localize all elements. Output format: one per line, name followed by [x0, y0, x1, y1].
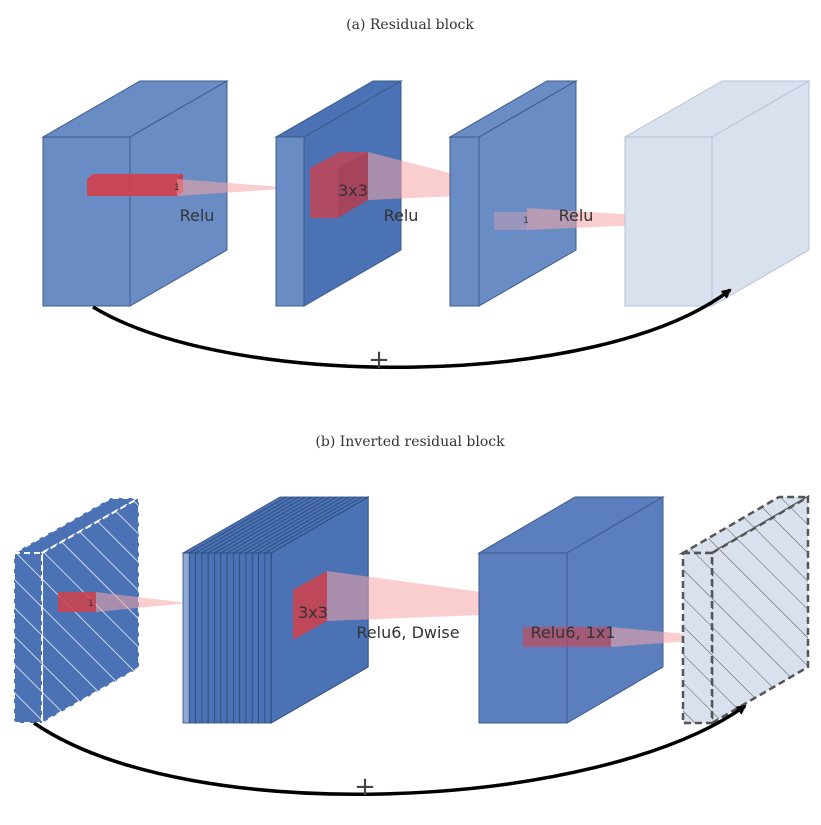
depthwise-slice: [251, 552, 260, 724]
depthwise-slice: [207, 552, 215, 724]
depthwise-slice: [201, 552, 209, 724]
block-b-kernel-1x1: [58, 592, 188, 612]
block-a-bottleneck-tensor: [274, 80, 403, 307]
block-b-kernel-1-label: 1: [88, 599, 94, 609]
block-b-output-tensor: [678, 494, 813, 726]
block-a-kernel-1b-label: 1: [523, 216, 529, 226]
block-b-kernel-3x3-label: 3x3: [298, 603, 328, 622]
block-a-relu-1: Relu: [180, 206, 215, 225]
depthwise-slice: [188, 552, 197, 724]
depthwise-slice: [264, 552, 272, 724]
depthwise-slice: [214, 552, 222, 724]
block-a-relu-3: Relu: [559, 206, 594, 225]
depthwise-slice: [232, 552, 241, 724]
block-a-kernel-3x3-label: 3x3: [338, 181, 368, 200]
block-b-dwise-label: Relu6, Dwise: [356, 623, 459, 642]
block-b-add-symbol: +: [354, 772, 376, 802]
depthwise-slice: [226, 552, 234, 724]
block-a-title: (a) Residual block: [346, 17, 474, 33]
block-b-kernel-pointwise: [523, 627, 730, 647]
depthwise-slice: [245, 552, 253, 724]
block-a-skip-arrow: [92, 288, 732, 370]
block-a-relu-2: Relu: [384, 206, 419, 225]
block-b-pointwise-label: Relu6, 1x1: [530, 623, 615, 642]
block-a-add-symbol: +: [368, 345, 390, 375]
depthwise-slice: [239, 552, 247, 724]
depthwise-slice: [182, 552, 190, 724]
block-a-output-tensor: [623, 80, 811, 307]
depthwise-slice: [195, 552, 203, 724]
block-b-expanded-tensor: [477, 496, 665, 724]
block-b-skip-arrow: [33, 704, 747, 796]
block-a-kernel-1-label: 1: [174, 183, 180, 193]
block-b-title: (b) Inverted residual block: [315, 434, 505, 450]
block-a-kernel-1x1: [87, 174, 295, 196]
depthwise-slice: [220, 552, 228, 724]
block-a-expanded-tensor: [448, 80, 578, 307]
depthwise-slice: [258, 552, 266, 724]
